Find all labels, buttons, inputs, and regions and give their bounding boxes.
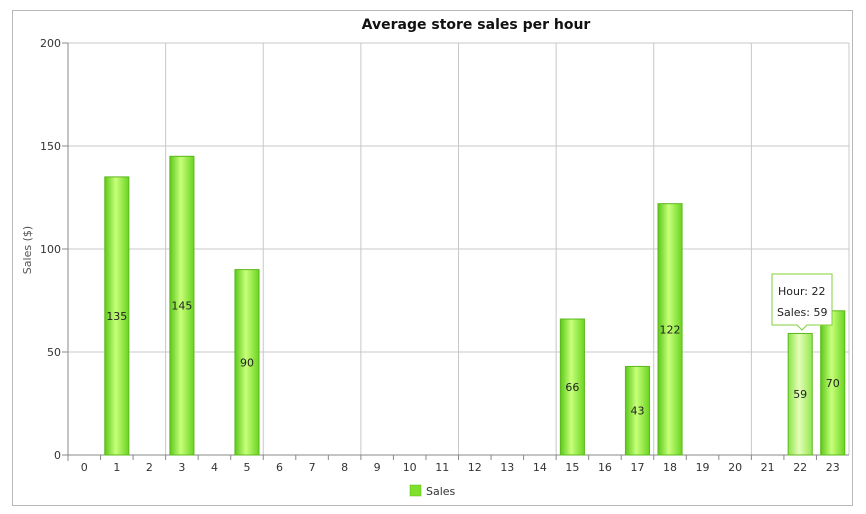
x-tick-label: 13 xyxy=(500,461,514,474)
x-tick-label: 2 xyxy=(146,461,153,474)
x-tick-label: 11 xyxy=(435,461,449,474)
legend[interactable]: Sales xyxy=(409,484,456,498)
data-label: 43 xyxy=(630,405,644,418)
tooltip-hour: Hour: 22 xyxy=(778,285,826,298)
x-tick-label: 9 xyxy=(374,461,381,474)
data-label: 66 xyxy=(565,381,579,394)
data-label: 122 xyxy=(660,323,681,336)
tooltip-sales: Sales: 59 xyxy=(777,306,827,319)
x-tick-label: 1 xyxy=(113,461,120,474)
chart-title: Average store sales per hour xyxy=(362,17,591,33)
x-tick-label: 23 xyxy=(826,461,840,474)
x-tick-label: 7 xyxy=(309,461,316,474)
bar-hour-23[interactable] xyxy=(820,310,846,456)
bar-hour-3[interactable] xyxy=(169,155,195,456)
bar-hour-18[interactable] xyxy=(657,203,683,456)
legend-label-sales: Sales xyxy=(426,485,456,498)
x-tick-label: 15 xyxy=(565,461,579,474)
x-tick-label: 6 xyxy=(276,461,283,474)
x-tick-label: 3 xyxy=(178,461,185,474)
bar-hour-17[interactable] xyxy=(624,365,651,456)
y-axis-label: Sales ($) xyxy=(21,226,34,274)
legend-swatch-sales xyxy=(409,484,422,497)
bar-hour-22[interactable] xyxy=(787,332,813,456)
x-tick-label: 4 xyxy=(211,461,218,474)
x-tick-label: 18 xyxy=(663,461,677,474)
x-tick-label: 5 xyxy=(243,461,250,474)
tooltip: Hour: 22 Sales: 59 xyxy=(771,273,833,331)
y-tick-label: 150 xyxy=(40,140,61,153)
x-tick-label: 12 xyxy=(468,461,482,474)
y-tick-label: 200 xyxy=(40,37,61,50)
data-label: 145 xyxy=(171,300,192,313)
x-tick-label: 22 xyxy=(793,461,807,474)
x-tick-label: 16 xyxy=(598,461,612,474)
x-tick-label: 20 xyxy=(728,461,742,474)
x-tick-label: 14 xyxy=(533,461,547,474)
x-tick-label: 10 xyxy=(403,461,417,474)
y-tick-label: 100 xyxy=(40,243,61,256)
x-tick-label: 17 xyxy=(630,461,644,474)
x-tick-label: 21 xyxy=(761,461,775,474)
x-tick-label: 19 xyxy=(696,461,710,474)
data-label: 59 xyxy=(793,388,807,401)
y-tick-label: 0 xyxy=(54,449,61,462)
y-axis-ticks: 0 50 100 150 200 xyxy=(40,37,68,462)
x-axis-ticks: 0 1 2 3 4 5 6 7 8 9 10 11 12 13 14 15 16 17 18 19 20 21 22 23 xyxy=(67,455,840,474)
chart-frame xyxy=(12,10,853,506)
bars xyxy=(104,155,846,456)
tooltip-box xyxy=(771,273,833,331)
data-label: 70 xyxy=(826,377,840,390)
bar-hour-5[interactable] xyxy=(234,269,260,456)
data-labels: 135 145 90 66 43 122 59 70 xyxy=(106,300,839,418)
data-label: 90 xyxy=(240,356,254,369)
y-tick-label: 50 xyxy=(47,346,61,359)
bar-hour-1[interactable] xyxy=(104,176,130,456)
bar-hour-15[interactable] xyxy=(559,318,585,456)
x-tick-label: 8 xyxy=(341,461,348,474)
x-tick-label: 0 xyxy=(81,461,88,474)
data-label: 135 xyxy=(106,310,127,323)
